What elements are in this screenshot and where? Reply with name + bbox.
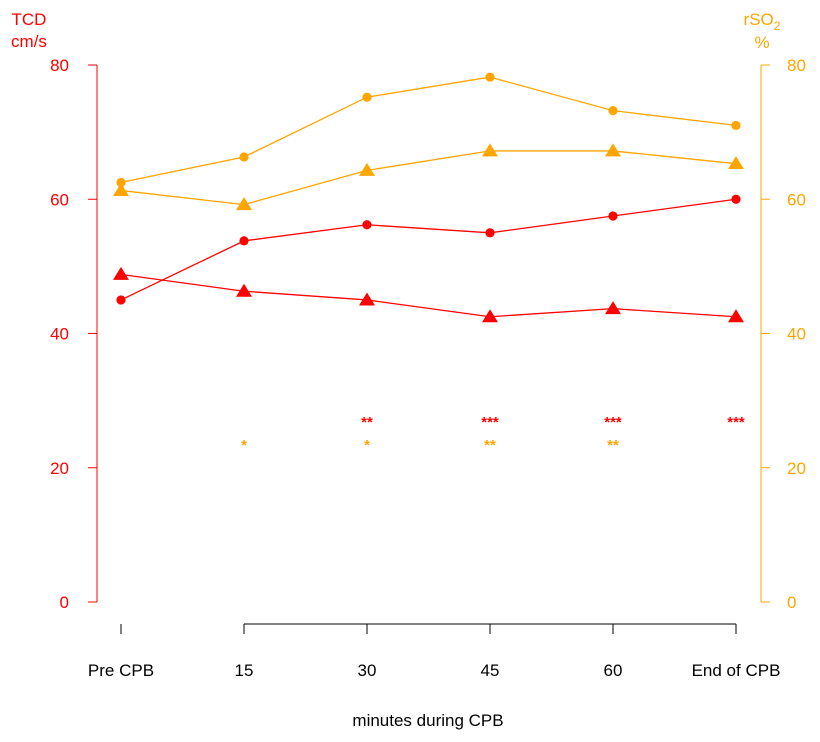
series-1-circle-point <box>608 211 618 221</box>
left-axis-tick-label: 80 <box>50 56 69 75</box>
series-line-3 <box>120 76 737 184</box>
significance-markers: ** *** *** **** * ** ** <box>241 414 745 454</box>
series-3-circle-point <box>731 120 741 131</box>
series-1-circle-point <box>116 295 126 305</box>
x-axis-tick-label: 15 <box>235 661 254 680</box>
series-4-triangle-point <box>482 143 498 157</box>
left-axis-title-line2: cm/s <box>11 32 47 51</box>
left-axis-tick-label: 20 <box>50 459 69 478</box>
significance-label: ** <box>607 437 619 454</box>
left-axis-title-line1: TCD <box>12 10 47 29</box>
series-2-triangle-point <box>605 301 621 315</box>
series-4-triangle-point <box>605 143 621 157</box>
x-axis-tick-label: 60 <box>604 661 623 680</box>
significance-label: *** <box>481 414 499 431</box>
right-axis-tick-label: 60 <box>787 190 806 209</box>
left-axis-tick-label: 60 <box>50 190 69 209</box>
series-line-4 <box>120 150 737 206</box>
series-line-2 <box>120 273 737 318</box>
significance-label: ** <box>361 414 373 431</box>
right-axis-tick-label: 0 <box>787 593 796 612</box>
series-line-1 <box>120 198 737 301</box>
x-axis-tick-label: End of CPB <box>692 661 781 680</box>
right-axis-title-line1: rSO2 <box>744 10 781 33</box>
x-axis-title: minutes during CPB <box>352 711 503 730</box>
series-2-triangle-point <box>236 283 252 297</box>
series-group <box>113 72 744 323</box>
series-4-triangle-point <box>236 197 252 211</box>
series-1-circle-point <box>485 228 495 238</box>
right-axis-title-subscript: 2 <box>774 19 781 33</box>
x-axis-tick-label: 30 <box>358 661 377 680</box>
series-3-circle-point <box>362 92 372 102</box>
significance-label: * <box>364 437 370 454</box>
right-axis-title-main: rSO <box>744 10 774 29</box>
series-2-triangle-point <box>728 309 744 323</box>
series-2-triangle-point <box>113 266 129 280</box>
series-4-triangle-point <box>728 156 744 170</box>
significance-label: *** <box>727 414 745 431</box>
series-2-triangle-point <box>359 292 375 306</box>
series-3-circle-point <box>239 152 249 162</box>
right-axis-tick-label: 40 <box>787 325 806 344</box>
significance-label: ** <box>484 437 496 454</box>
series-3-circle-point <box>608 106 618 116</box>
series-1-circle-point <box>362 220 372 230</box>
x-axis-tick-label: 45 <box>481 661 500 680</box>
significance-label: * <box>241 437 247 454</box>
series-4-triangle-point <box>359 162 375 176</box>
right-axis-tick-label: 80 <box>787 56 806 75</box>
right-axis-title-line2: % <box>754 33 769 52</box>
series-1-circle-point <box>731 194 741 204</box>
axes: 0 20 40 60 80 0 20 40 60 80 Pre CPB 15 30 45 60 End of … <box>50 56 806 680</box>
left-axis-tick-label: 40 <box>50 325 69 344</box>
series-2-triangle-point <box>482 309 498 323</box>
series-1-circle-point <box>239 236 249 246</box>
series-3-circle-point <box>116 177 126 188</box>
series-4-triangle-point <box>113 183 129 197</box>
series-3-circle-point <box>485 72 495 82</box>
x-axis-tick-label: Pre CPB <box>88 661 154 680</box>
significance-label: *** <box>604 414 622 431</box>
right-axis-tick-label: 20 <box>787 459 806 478</box>
left-axis-tick-label: 0 <box>60 593 69 612</box>
